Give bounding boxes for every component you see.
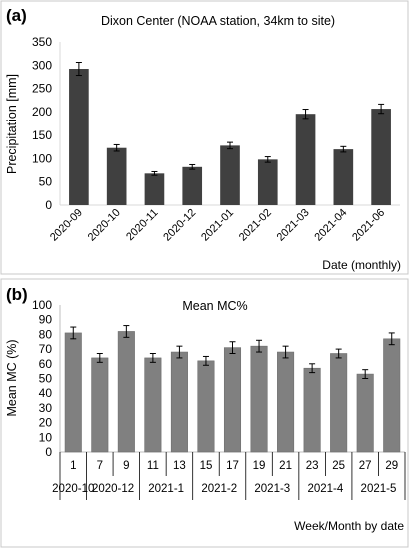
panel-b-bar — [91, 357, 109, 453]
panel-b-x-tick-label: 19 — [253, 460, 266, 472]
panel-b-y-tick-label: 10 — [39, 430, 53, 444]
panel-b-y-axis-label: Mean MC (%) — [5, 339, 19, 416]
panel-a-bar — [371, 109, 391, 205]
panel-b-bar — [64, 332, 82, 453]
panel-b-y-tick-label: 70 — [39, 342, 53, 356]
panel-b-bar — [303, 367, 321, 453]
panel-b-y-tick-label: 20 — [39, 416, 53, 430]
panel-b-x-tick-label: 23 — [306, 460, 319, 472]
panel-a-y-tick-label: 200 — [32, 105, 52, 119]
panel-a-y-tick-label: 0 — [45, 198, 52, 212]
panel-b-group-label: 2020-12 — [92, 483, 134, 495]
panel-a-bar — [257, 159, 278, 205]
panel-a-label: (a) — [6, 6, 27, 25]
panel-b-x-tick-label: 1 — [70, 460, 76, 472]
panel-a-bar — [144, 173, 165, 205]
panel-b-x-tick-label: 21 — [279, 460, 292, 472]
panel-a-y-tick-label: 300 — [32, 58, 52, 72]
panel-b-x-tick-label: 27 — [359, 460, 372, 472]
panel-b-bar — [250, 345, 268, 453]
panel-b-bar — [117, 331, 135, 453]
panel-b-x-tick-label: 17 — [226, 460, 239, 472]
panel-a-y-tick-label: 150 — [32, 128, 52, 142]
panel-b-bars — [64, 325, 401, 453]
panel-b-x-tick-label: 9 — [123, 460, 129, 472]
panel-b-bar — [356, 373, 374, 453]
panel-a-x-axis-label: Date (monthly) — [322, 258, 401, 272]
panel-b-group-label: 2021-4 — [307, 483, 343, 495]
panel-b-group-label: 2021-2 — [201, 483, 237, 495]
panel-a-title: Dixon Center (NOAA station, 34km to site… — [101, 14, 335, 28]
panel-b-x-axis-label: Week/Month by date — [294, 519, 404, 533]
panel-b-x-tick-label: 25 — [332, 460, 345, 472]
panel-a-bar — [220, 145, 240, 205]
panel-b-y-tick-label: 30 — [39, 401, 53, 415]
panel-a-y-tick-label: 50 — [39, 175, 53, 189]
panel-b-y-tick-label: 90 — [39, 313, 53, 327]
panel-a-bar — [106, 147, 127, 205]
panel-b-title: Mean MC% — [182, 299, 247, 313]
panel-b-x-tick-label: 7 — [97, 460, 103, 472]
panel-b-x-tick-label: 11 — [147, 460, 159, 472]
panel-b-label: (b) — [6, 285, 28, 304]
panel-b-y-tick-label: 50 — [39, 372, 53, 386]
panel-b-group-label: 2021-1 — [148, 483, 184, 495]
panel-a-y-tick-label: 350 — [32, 35, 52, 49]
panel-a-bar — [295, 114, 316, 205]
panel-a: (a) Dixon Center (NOAA station, 34km to … — [0, 0, 409, 275]
panel-b-bar — [197, 360, 215, 453]
panel-b-bar — [170, 351, 188, 453]
panel-b-group-label: 2021-3 — [254, 483, 290, 495]
panel-b-bar — [144, 357, 162, 453]
panel-b-x-tick-label: 13 — [173, 460, 186, 472]
panel-b-bar — [383, 338, 401, 453]
panel-b-group-label: 2020-10 — [52, 483, 94, 495]
panel-a-border — [0, 0, 409, 275]
panel-a-bar — [333, 149, 354, 205]
panel-a-y-tick-label: 250 — [32, 82, 52, 96]
panel-b-bar — [277, 351, 295, 453]
panel-b-y-tick-label: 100 — [32, 298, 52, 312]
panel-a-y-axis-label: Precipitation [mm] — [5, 74, 19, 174]
panel-b-y-tick-label: 40 — [39, 386, 53, 400]
panel-b-bar — [330, 353, 348, 453]
panel-a-bars — [69, 61, 391, 205]
panel-b-group-label: 2021-5 — [361, 483, 397, 495]
panel-b-bar — [223, 347, 242, 453]
panel-a-y-tick-label: 100 — [32, 151, 52, 165]
panel-b-y-tick-label: 0 — [45, 445, 52, 459]
panel-b-y-tick-label: 60 — [39, 357, 53, 371]
panel-b-x-tick-label: 15 — [200, 460, 213, 472]
panel-b: (b) Mean MC% Mean MC (%) Week/Month by d… — [0, 278, 409, 548]
panel-b-y-tick-label: 80 — [39, 327, 53, 341]
panel-a-bar — [69, 69, 89, 205]
panel-a-bar — [182, 166, 203, 205]
panel-b-x-tick-label: 29 — [385, 460, 398, 472]
